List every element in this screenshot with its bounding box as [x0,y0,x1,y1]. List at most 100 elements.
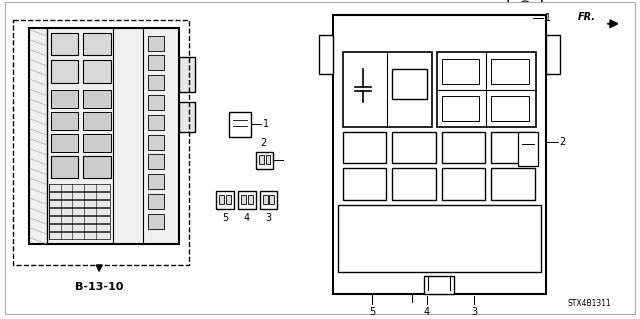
FancyBboxPatch shape [339,207,362,228]
Bar [319,35,333,74]
Text: 1: 1 [545,13,551,23]
FancyBboxPatch shape [508,0,542,20]
Bar [442,96,479,121]
Bar [83,134,111,152]
Text: 3: 3 [266,213,271,223]
Bar [29,28,47,244]
FancyBboxPatch shape [401,263,424,284]
Bar [269,195,275,204]
Bar [219,195,224,204]
Bar [49,208,110,215]
Bar [49,232,110,239]
Bar [49,216,110,223]
Bar [343,168,387,200]
FancyBboxPatch shape [422,263,445,284]
Bar [424,276,454,294]
Bar [492,59,529,84]
Bar [49,184,110,191]
Bar [392,132,436,163]
Bar [259,155,264,164]
Bar [392,69,427,99]
FancyBboxPatch shape [422,226,445,247]
Bar [51,90,78,108]
Bar [442,59,479,84]
FancyBboxPatch shape [401,245,424,265]
Text: 5: 5 [222,213,228,223]
Bar [148,135,164,150]
Bar [51,112,78,130]
Circle shape [519,1,531,13]
Text: 1: 1 [262,119,269,129]
FancyBboxPatch shape [463,207,486,228]
FancyBboxPatch shape [505,207,528,228]
Bar [49,224,110,231]
Bar [179,57,195,92]
FancyBboxPatch shape [463,226,486,247]
Bar [148,95,164,110]
Circle shape [520,29,536,45]
Bar [343,132,387,163]
Bar [148,75,164,90]
Bar [492,96,529,121]
Bar [148,214,164,229]
Bar [51,157,78,178]
Bar [238,191,255,209]
FancyBboxPatch shape [339,245,362,265]
FancyBboxPatch shape [360,226,382,247]
FancyBboxPatch shape [422,207,445,228]
FancyBboxPatch shape [360,245,382,265]
Bar [260,191,277,209]
Bar [216,191,234,209]
Text: 4: 4 [244,213,250,223]
Text: 2: 2 [260,137,267,148]
Circle shape [45,14,54,24]
Bar [248,195,253,204]
Bar [492,168,535,200]
Bar [148,174,164,189]
Bar [83,112,111,130]
FancyBboxPatch shape [36,8,63,30]
Text: 5: 5 [369,307,376,317]
Text: FR.: FR. [577,12,595,22]
Bar [148,115,164,130]
FancyBboxPatch shape [339,226,362,247]
Bar [179,102,195,132]
Bar [262,195,268,204]
Bar [255,152,273,169]
Bar [546,35,559,74]
FancyBboxPatch shape [484,207,507,228]
Bar [442,132,485,163]
FancyBboxPatch shape [505,226,528,247]
Bar [226,195,231,204]
FancyBboxPatch shape [360,263,382,284]
Text: 3: 3 [472,307,477,317]
FancyBboxPatch shape [463,263,486,284]
Circle shape [343,29,358,45]
Bar [338,205,541,272]
Bar [148,154,164,169]
Text: STX4B1311: STX4B1311 [568,299,611,308]
Bar [83,33,111,56]
FancyBboxPatch shape [443,245,465,265]
Bar [83,90,111,108]
FancyBboxPatch shape [443,263,465,284]
Bar [148,56,164,70]
FancyBboxPatch shape [380,207,403,228]
Bar [343,53,432,127]
FancyBboxPatch shape [380,226,403,247]
FancyBboxPatch shape [360,207,382,228]
FancyBboxPatch shape [401,226,424,247]
Bar [492,132,535,163]
FancyBboxPatch shape [505,245,528,265]
Bar [442,168,485,200]
Bar [241,195,246,204]
FancyBboxPatch shape [443,207,465,228]
FancyBboxPatch shape [422,245,445,265]
FancyBboxPatch shape [484,263,507,284]
Bar [51,134,78,152]
Bar [13,20,189,265]
FancyBboxPatch shape [484,245,507,265]
Bar [333,15,546,294]
FancyBboxPatch shape [484,226,507,247]
Bar [83,157,111,178]
